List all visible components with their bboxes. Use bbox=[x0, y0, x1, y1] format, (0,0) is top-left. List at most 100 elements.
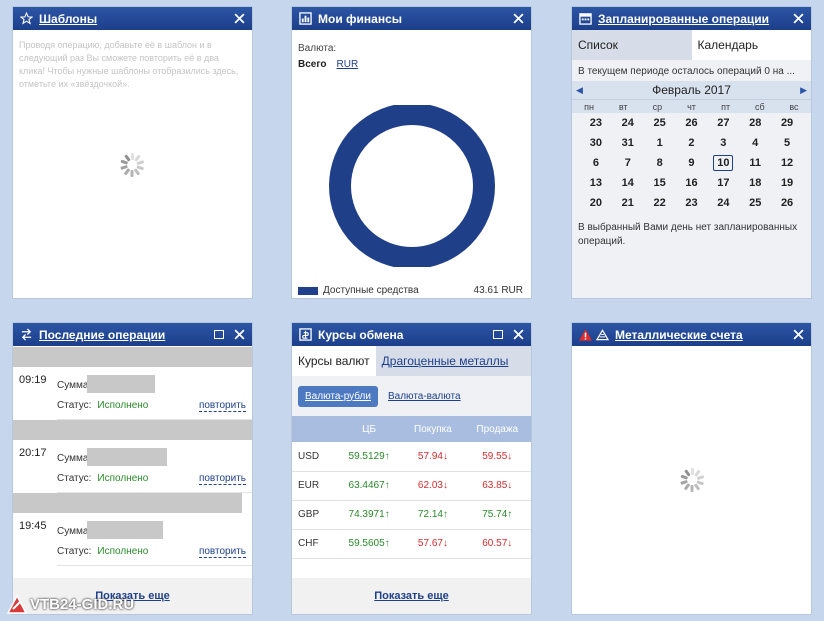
cb-rate: 74.3971↑ bbox=[335, 500, 403, 530]
calendar-day-number: 29 bbox=[780, 117, 794, 129]
maximize-icon[interactable] bbox=[491, 328, 505, 342]
calendar-day[interactable]: 11 bbox=[739, 153, 771, 173]
calendar-day[interactable]: 16 bbox=[676, 173, 708, 193]
warning-icon bbox=[578, 328, 592, 342]
repeat-link[interactable]: повторить bbox=[198, 546, 246, 558]
calendar-day[interactable]: 18 bbox=[739, 173, 771, 193]
weekday-label: пн bbox=[584, 101, 594, 112]
repeat-link[interactable]: повторить bbox=[198, 400, 246, 412]
list-item[interactable]: 19:45 Сумма Статус: Исполнено повторить bbox=[13, 493, 252, 566]
tab-currency-rates[interactable]: Курсы валют bbox=[292, 346, 376, 376]
planned-title[interactable]: Запланированные операции bbox=[598, 11, 770, 26]
transfer-icon bbox=[19, 328, 33, 342]
weekday-header: пн вт ср чт пт сб вс bbox=[572, 99, 811, 113]
calendar-day[interactable]: 27 bbox=[707, 113, 739, 133]
planned-widget: Запланированные операции Список Календар… bbox=[571, 6, 812, 299]
watermark-text: VTB24-GID.RU bbox=[30, 595, 135, 613]
next-month-icon[interactable]: ▶ bbox=[800, 84, 807, 95]
calendar-day[interactable]: 21 bbox=[612, 193, 644, 213]
operation-sum-label: Сумма bbox=[57, 453, 89, 464]
templates-hint: Проводя операцию, добавьте её в шаблон и… bbox=[19, 40, 239, 89]
tab-calendar[interactable]: Календарь bbox=[697, 38, 759, 52]
weekday-label: ср bbox=[652, 101, 663, 112]
calendar-day[interactable]: 10 bbox=[707, 153, 739, 173]
currency-code: CHF bbox=[292, 529, 336, 559]
tab-list[interactable]: Список bbox=[572, 30, 692, 60]
calendar-day[interactable]: 4 bbox=[739, 133, 771, 153]
calendar-day-number: 26 bbox=[685, 117, 698, 129]
calendar-day[interactable]: 25 bbox=[644, 113, 676, 133]
operation-time: 09:19 bbox=[19, 374, 47, 386]
close-icon[interactable] bbox=[232, 328, 246, 342]
divider bbox=[57, 565, 252, 566]
currency-rub-button[interactable]: Валюта-рубли bbox=[298, 385, 378, 407]
legend-swatch bbox=[298, 286, 318, 295]
maximize-icon[interactable] bbox=[212, 328, 226, 342]
calendar-day[interactable]: 12 bbox=[771, 153, 803, 173]
show-more-link[interactable]: Показать еще bbox=[292, 578, 531, 614]
close-icon[interactable] bbox=[511, 328, 525, 342]
operations-list[interactable]: 09:19 Сумма Статус: Исполнено повторить 20:17… bbox=[13, 347, 252, 578]
calendar-day[interactable]: 24 bbox=[707, 193, 739, 213]
calendar-day[interactable]: 20 bbox=[580, 193, 612, 213]
repeat-link[interactable]: повторить bbox=[198, 473, 246, 485]
calendar-day[interactable]: 22 bbox=[644, 193, 676, 213]
calendar-day[interactable]: 3 bbox=[707, 133, 739, 153]
calendar-day[interactable]: 23 bbox=[580, 113, 612, 133]
tab-precious-metals[interactable]: Драгоценные металлы bbox=[375, 346, 531, 376]
calendar-day[interactable]: 13 bbox=[580, 173, 612, 193]
col-currency bbox=[292, 416, 336, 442]
calendar-day[interactable]: 30 bbox=[580, 133, 612, 153]
calendar-day[interactable]: 1 bbox=[644, 133, 676, 153]
calendar-day[interactable]: 6 bbox=[580, 153, 612, 173]
currency-link[interactable]: RUR bbox=[336, 59, 359, 70]
buy-rate: 57.67↓ bbox=[402, 529, 464, 559]
templates-title[interactable]: Шаблоны bbox=[39, 11, 98, 26]
cb-rate: 59.5605↑ bbox=[335, 529, 403, 559]
calendar-day[interactable]: 23 bbox=[676, 193, 708, 213]
operation-sum-redacted bbox=[87, 375, 155, 393]
operation-sum-redacted bbox=[87, 521, 163, 539]
loading-spinner-icon bbox=[680, 468, 705, 492]
calendar-day[interactable]: 14 bbox=[612, 173, 644, 193]
close-icon[interactable] bbox=[791, 12, 805, 26]
planned-tabs: Список Календарь bbox=[572, 30, 811, 60]
operation-time: 20:17 bbox=[19, 447, 47, 459]
calendar-day-number: 27 bbox=[717, 117, 730, 129]
cb-rate-value: 63.4467 bbox=[348, 480, 385, 491]
calendar-day[interactable]: 15 bbox=[644, 173, 676, 193]
currency-currency-link[interactable]: Валюта-валюта bbox=[387, 390, 461, 402]
last-ops-title[interactable]: Последние операции bbox=[39, 327, 166, 342]
show-more-link[interactable]: Показать еще bbox=[13, 578, 252, 614]
calendar-day[interactable]: 5 bbox=[771, 133, 803, 153]
close-icon[interactable] bbox=[232, 12, 246, 26]
operation-title-redacted bbox=[13, 493, 243, 513]
calendar-day[interactable]: 7 bbox=[612, 153, 644, 173]
finances-ring-chart[interactable] bbox=[320, 105, 504, 267]
calendar-day[interactable]: 25 bbox=[739, 193, 771, 213]
prev-month-icon[interactable]: ◀ bbox=[576, 84, 583, 95]
buy-rate: 57.94↓ bbox=[402, 442, 464, 472]
calendar-day-number: 2 bbox=[688, 137, 695, 149]
calendar-day[interactable]: 24 bbox=[612, 113, 644, 133]
operation-sum-label: Сумма bbox=[57, 380, 89, 391]
calendar-day[interactable]: 31 bbox=[612, 133, 644, 153]
metals-title[interactable]: Металлические счета bbox=[615, 327, 743, 342]
close-icon[interactable] bbox=[791, 328, 805, 342]
calendar-day[interactable]: 9 bbox=[676, 153, 708, 173]
list-item[interactable]: 09:19 Сумма Статус: Исполнено повторить bbox=[13, 347, 252, 420]
calendar-day[interactable]: 28 bbox=[739, 113, 771, 133]
list-item[interactable]: 20:17 Сумма Статус: Исполнено повторить bbox=[13, 420, 252, 493]
calendar-day-number: 26 bbox=[780, 197, 794, 209]
operation-time: 19:45 bbox=[19, 520, 47, 532]
calendar-day[interactable]: 29 bbox=[771, 113, 803, 133]
calendar-day[interactable]: 2 bbox=[676, 133, 708, 153]
calendar-day[interactable]: 26 bbox=[771, 193, 803, 213]
calendar-day[interactable]: 17 bbox=[707, 173, 739, 193]
calendar-day-number: 5 bbox=[784, 137, 791, 149]
close-icon[interactable] bbox=[511, 12, 525, 26]
calendar-day[interactable]: 8 bbox=[644, 153, 676, 173]
calendar-day[interactable]: 19 bbox=[771, 173, 803, 193]
calendar-day[interactable]: 26 bbox=[676, 113, 708, 133]
loading-spinner-icon bbox=[120, 153, 145, 177]
